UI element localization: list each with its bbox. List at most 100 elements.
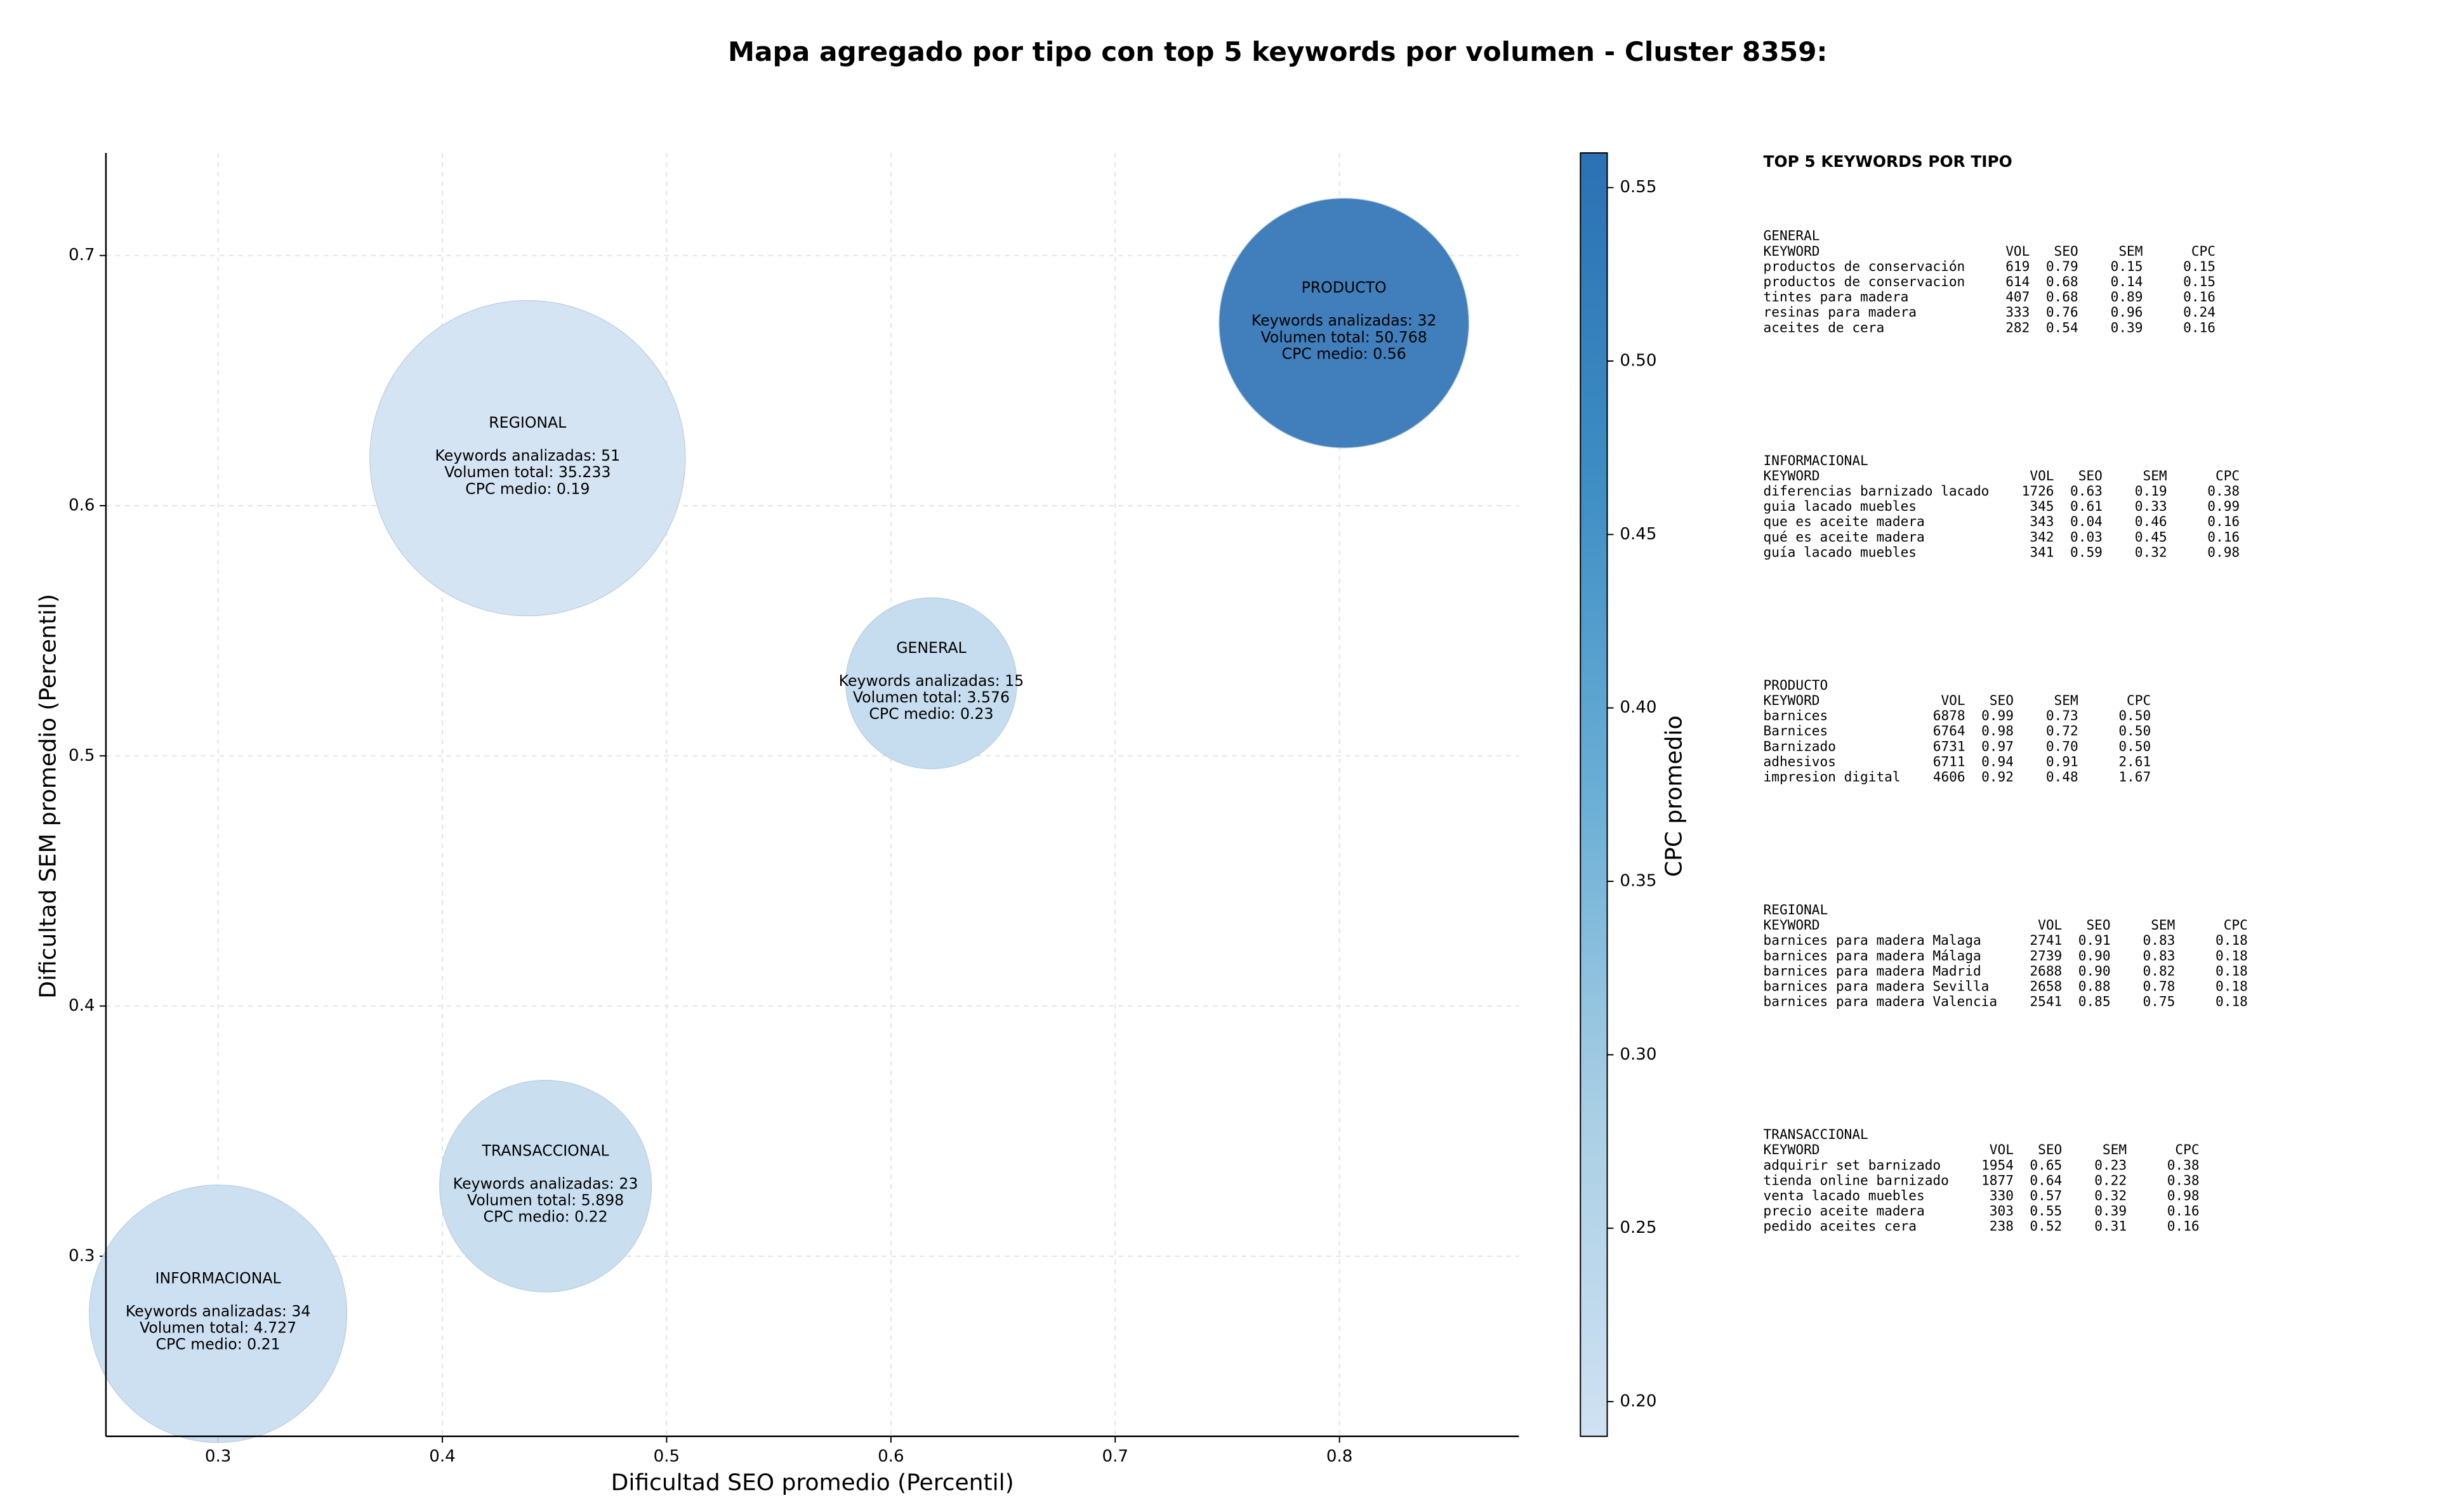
panel-header: SEO	[2078, 468, 2103, 483]
panel-cell: 0.15	[2183, 273, 2216, 289]
panel-cell: 0.31	[2094, 1218, 2127, 1234]
panel-cell: 0.15	[2183, 258, 2216, 274]
panel-cell: 0.94	[1981, 753, 2014, 769]
panel-cell: 0.19	[2135, 483, 2167, 499]
panel-header: SEO	[2038, 1141, 2062, 1157]
y-tick-label: 0.3	[69, 1246, 95, 1265]
panel-cell: Barnices	[1764, 723, 1828, 739]
panel-cell: 0.65	[2030, 1157, 2062, 1173]
panel-cell: 0.83	[2143, 932, 2176, 948]
panel-cell: 0.68	[2046, 289, 2078, 305]
panel-cell: 0.92	[1981, 769, 2014, 785]
colorbar-label: CPC promedio	[1661, 716, 1687, 878]
panel-cell: 407	[2005, 289, 2030, 305]
x-tick-label: 0.8	[1326, 1447, 1352, 1466]
panel-cell: 0.32	[2094, 1188, 2127, 1204]
panel-cell: pedido aceites cera	[1764, 1218, 1917, 1234]
panel-cell: 0.18	[2216, 932, 2248, 948]
panel-cell: 0.39	[2094, 1203, 2127, 1219]
panel-cell: 0.22	[2094, 1172, 2127, 1188]
panel-cell: qué es aceite madera	[1764, 529, 1925, 544]
panel-cell: 2739	[2030, 947, 2062, 963]
panel-cell: 0.50	[2118, 707, 2151, 723]
panel-cell: 2688	[2030, 963, 2062, 978]
bubble-annotation: CPC medio: 0.23	[869, 705, 993, 723]
panel-cell: 0.52	[2030, 1218, 2062, 1234]
panel-cell: 341	[2030, 544, 2054, 560]
panel-cell: 0.73	[2046, 707, 2078, 723]
bubble	[1218, 197, 1470, 449]
panel-cell: tintes para madera	[1764, 289, 1909, 305]
panel-cell: 614	[2005, 273, 2030, 289]
panel-cell: 0.78	[2143, 978, 2176, 994]
panel-header: VOL	[2005, 243, 2030, 259]
panel-cell: diferencias barnizado lacado	[1764, 483, 1990, 499]
panel-cell: 0.16	[2207, 529, 2240, 544]
panel-cell: 0.61	[2070, 498, 2103, 514]
bubble-annotation: Volumen total: 35.233	[444, 463, 611, 481]
panel-title: TOP 5 KEYWORDS POR TIPO	[1764, 152, 2012, 171]
panel-cell: 1726	[2022, 483, 2054, 499]
panel-cell: 0.18	[2216, 978, 2248, 994]
panel-cell: 345	[2030, 498, 2054, 514]
panel-cell: 0.18	[2216, 963, 2248, 978]
panel-cell: 0.32	[2135, 544, 2167, 560]
panel-header: VOL	[2030, 468, 2054, 483]
panel-cell: 238	[1990, 1218, 2014, 1234]
panel-cell: 0.79	[2046, 258, 2078, 274]
panel-cell: 2.61	[2118, 753, 2151, 769]
colorbar-tick-label: 0.55	[1620, 178, 1656, 197]
panel-cell: 0.70	[2046, 738, 2078, 754]
y-tick-label: 0.5	[69, 746, 95, 765]
panel-header: CPC	[2224, 917, 2248, 933]
panel-cell: barnices para madera Madrid	[1764, 963, 1981, 978]
panel-cell: 0.46	[2135, 513, 2167, 529]
panel-cell: 0.75	[2143, 994, 2176, 1009]
panel-cell: 4606	[1933, 769, 1965, 785]
bubble	[369, 299, 686, 617]
colorbar-tick-label: 0.50	[1620, 352, 1656, 371]
panel-cell: 0.23	[2094, 1157, 2127, 1173]
panel-header: KEYWORD	[1764, 243, 1820, 259]
bubble-annotation: Volumen total: 4.727	[140, 1319, 296, 1337]
bubble-label: GENERAL	[896, 639, 967, 657]
panel-cell: que es aceite madera	[1764, 513, 1925, 529]
bubble-annotation: Keywords analizadas: 51	[435, 447, 621, 464]
x-tick-label: 0.6	[878, 1447, 904, 1466]
panel-header: KEYWORD	[1764, 692, 1820, 708]
bubble-label: TRANSACCIONAL	[481, 1141, 609, 1159]
bubble-annotation: CPC medio: 0.19	[465, 480, 590, 497]
panel-cell: precio aceite madera	[1764, 1203, 1925, 1219]
panel-cell: 0.38	[2167, 1172, 2200, 1188]
chart-title: Mapa agregado por tipo con top 5 keyword…	[728, 36, 1827, 67]
panel-cell: 0.82	[2143, 963, 2176, 978]
panel-cell: 0.38	[2167, 1157, 2200, 1173]
panel-header: KEYWORD	[1764, 468, 1820, 483]
panel-cell: 6764	[1933, 723, 1965, 739]
panel-header: SEO	[2054, 243, 2078, 259]
panel-group-name: REGIONAL	[1764, 902, 1828, 917]
panel-cell: 0.03	[2070, 529, 2103, 544]
panel-cell: productos de conservacion	[1764, 273, 1965, 289]
panel-cell: 0.16	[2207, 513, 2240, 529]
panel-cell: productos de conservación	[1764, 258, 1965, 274]
panel-cell: resinas para madera	[1764, 304, 1917, 320]
panel-cell: 343	[2030, 513, 2054, 529]
panel-cell: barnices para madera Malaga	[1764, 932, 1981, 948]
panel-cell: 333	[2005, 304, 2030, 320]
panel-cell: 0.63	[2070, 483, 2103, 499]
panel-cell: 0.89	[2111, 289, 2143, 305]
panel-cell: 2658	[2030, 978, 2062, 994]
panel-cell: 0.16	[2183, 289, 2216, 305]
panel-cell: 0.50	[2118, 723, 2151, 739]
panel-cell: tienda online barnizado	[1764, 1172, 1949, 1188]
bubble-annotation: Volumen total: 50.768	[1261, 328, 1427, 346]
panel-cell: 0.76	[2046, 304, 2078, 320]
colorbar-tick-label: 0.35	[1620, 872, 1656, 891]
colorbar	[1580, 152, 1608, 1437]
panel-cell: 0.91	[2046, 753, 2078, 769]
panel-header: CPC	[2175, 1141, 2199, 1157]
bubble-annotation: Keywords analizadas: 34	[126, 1303, 311, 1320]
panel-header: SEM	[2103, 1141, 2127, 1157]
panel-cell: Barnizado	[1764, 738, 1836, 754]
